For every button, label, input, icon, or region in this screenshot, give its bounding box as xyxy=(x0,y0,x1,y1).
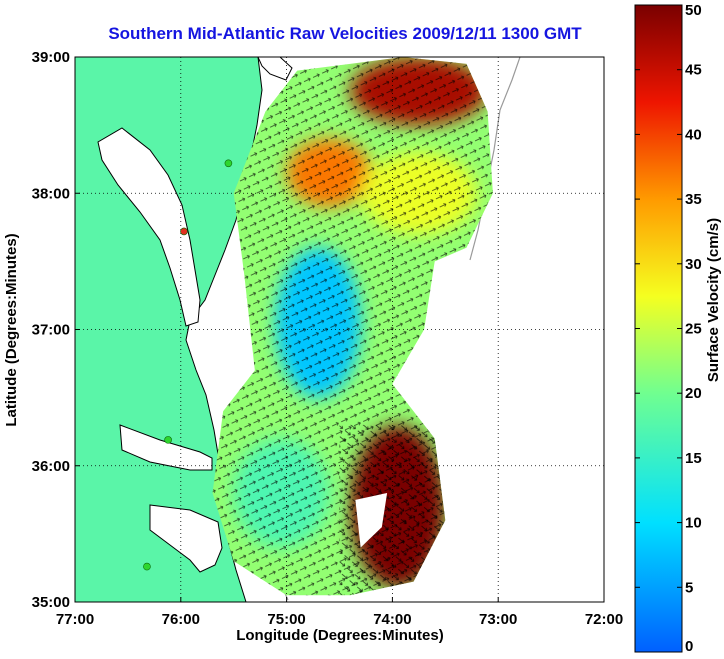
colorbar xyxy=(634,4,683,653)
colorbar-tick-label: 50 xyxy=(685,2,702,19)
chart-title: Southern Mid-Atlantic Raw Velocities 200… xyxy=(108,24,582,43)
y-axis-label: Latitude (Degrees:Minutes) xyxy=(3,233,20,426)
station-marker xyxy=(286,47,293,54)
delaware-bay xyxy=(257,57,293,81)
x-tick-label: 74:00 xyxy=(373,611,411,628)
colorbar-tick-label: 30 xyxy=(685,256,702,273)
x-tick-label: 77:00 xyxy=(56,611,94,628)
map-plot-area xyxy=(75,47,604,602)
colorbar-tick-label: 40 xyxy=(685,126,702,143)
x-tick-label: 75:00 xyxy=(267,611,305,628)
colorbar-tick-label: 20 xyxy=(685,385,702,402)
station-marker xyxy=(180,227,188,236)
y-tick-label: 37:00 xyxy=(32,322,70,339)
colorbar-tick-label: 35 xyxy=(685,191,702,208)
colorbar-label: Surface Velocity (cm/s) xyxy=(705,218,722,382)
colorbar-tick-label: 25 xyxy=(685,321,702,338)
isobath-line xyxy=(469,57,521,261)
colorbar-tick-label: 15 xyxy=(685,450,702,467)
station-marker xyxy=(224,159,233,168)
y-tick-label: 36:00 xyxy=(32,458,70,475)
x-tick-label: 73:00 xyxy=(479,611,517,628)
x-tick-label: 76:00 xyxy=(162,611,200,628)
colorbar-tick-label: 45 xyxy=(685,62,702,79)
colorbar-tick-label: 5 xyxy=(685,579,693,596)
map-grid xyxy=(75,57,604,602)
velocity-data-gap xyxy=(355,493,388,548)
x-axis-ticks: 77:00 76:00 75:00 74:00 73:00 72:00 xyxy=(56,597,623,628)
y-tick-label: 39:00 xyxy=(32,49,70,66)
chesapeake-bay xyxy=(97,127,201,327)
y-axis-ticks: 39:00 38:00 37:00 36:00 35:00 xyxy=(32,49,80,611)
station-markers xyxy=(143,47,293,571)
station-marker xyxy=(143,562,151,571)
y-tick-label: 38:00 xyxy=(32,185,70,202)
velocity-field xyxy=(212,57,493,596)
colorbar-tick-label: 0 xyxy=(685,638,693,655)
x-tick-label: 72:00 xyxy=(585,611,623,628)
albemarle-sound xyxy=(119,424,213,471)
x-axis-label: Longitude (Degrees:Minutes) xyxy=(236,627,444,644)
colorbar-tick-label: 10 xyxy=(685,515,702,532)
pamlico-sound xyxy=(149,504,223,573)
station-marker xyxy=(164,436,172,444)
y-tick-label: 35:00 xyxy=(32,594,70,611)
